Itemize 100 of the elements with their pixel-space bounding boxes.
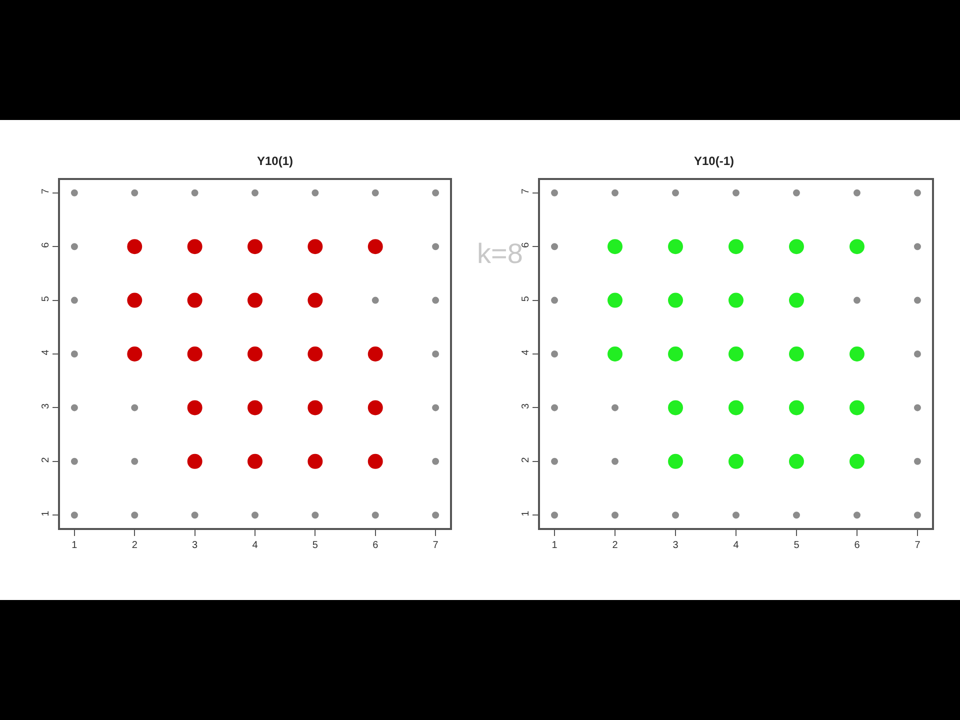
point — [612, 512, 619, 519]
x-tick-label: 6 — [372, 540, 379, 551]
point — [672, 512, 680, 519]
point — [70, 296, 78, 304]
point — [70, 243, 78, 250]
x-tick-label: 5 — [794, 540, 800, 551]
point — [612, 458, 619, 465]
y-tick-label: 2 — [520, 456, 532, 463]
x-tick-label: 3 — [192, 540, 198, 551]
point — [728, 346, 744, 362]
text: k=8 — [477, 238, 523, 269]
point — [792, 189, 800, 196]
y-tick-label: 5 — [40, 296, 52, 302]
point — [432, 458, 440, 465]
point — [668, 292, 684, 308]
point — [853, 512, 860, 519]
point — [608, 346, 623, 362]
chart-title: Y10(1) — [257, 154, 294, 168]
point — [187, 346, 202, 362]
point — [372, 512, 379, 519]
point — [70, 189, 78, 196]
point — [131, 458, 138, 465]
x-tick-label: 6 — [854, 540, 860, 551]
point — [368, 346, 383, 362]
point — [612, 189, 619, 196]
point — [914, 189, 921, 196]
x-tick-label: 4 — [252, 540, 258, 551]
point — [191, 512, 198, 519]
x-tick-label: 7 — [432, 540, 439, 551]
point — [914, 458, 921, 465]
point — [853, 296, 860, 304]
point — [551, 296, 558, 304]
point — [131, 404, 138, 412]
point — [372, 296, 379, 304]
x-tick-label: 5 — [312, 540, 318, 551]
point — [187, 454, 202, 469]
y-tick-label: 4 — [40, 349, 52, 356]
point — [668, 346, 684, 362]
point — [372, 189, 379, 196]
point — [788, 346, 804, 362]
point — [248, 346, 262, 362]
point — [312, 512, 319, 519]
point — [308, 239, 323, 254]
point — [191, 189, 198, 196]
point — [308, 454, 323, 469]
y-tick-label: 1 — [520, 510, 532, 516]
point — [672, 189, 680, 196]
point — [432, 350, 440, 358]
point — [252, 189, 258, 196]
point — [368, 454, 383, 469]
point — [608, 239, 623, 254]
point — [551, 189, 558, 196]
point — [432, 189, 440, 196]
point — [849, 454, 864, 469]
point — [308, 292, 323, 308]
point — [70, 350, 78, 358]
point — [551, 350, 558, 358]
point — [792, 512, 800, 519]
point — [668, 239, 684, 254]
point — [308, 346, 323, 362]
point — [551, 243, 558, 250]
point — [728, 292, 744, 308]
x-tick-label: 2 — [612, 540, 618, 551]
point — [70, 512, 78, 519]
point — [187, 292, 202, 308]
point — [914, 404, 921, 412]
point — [248, 454, 262, 469]
point — [668, 454, 684, 469]
point — [432, 296, 440, 304]
point — [551, 404, 558, 412]
point — [849, 400, 864, 416]
y-tick-label: 1 — [40, 510, 52, 516]
x-tick-label: 4 — [733, 540, 740, 551]
y-tick-label: 7 — [520, 188, 532, 194]
point — [127, 346, 142, 362]
y-tick-label: 5 — [520, 296, 532, 302]
point — [788, 239, 804, 254]
point — [248, 400, 262, 416]
x-tick-label: 7 — [914, 540, 921, 551]
point — [187, 239, 202, 254]
point — [127, 239, 142, 254]
point — [728, 400, 744, 416]
point — [788, 292, 804, 308]
point — [732, 512, 740, 519]
y-tick-label: 2 — [40, 456, 52, 463]
point — [608, 292, 623, 308]
y-tick-label: 3 — [40, 402, 52, 409]
y-tick-label: 6 — [520, 242, 532, 248]
point — [368, 400, 383, 416]
point — [248, 239, 262, 254]
point — [70, 404, 78, 412]
point — [131, 189, 138, 196]
y-tick-label: 7 — [40, 188, 52, 194]
point — [788, 454, 804, 469]
point — [432, 512, 440, 519]
point — [914, 243, 921, 250]
point — [849, 239, 864, 254]
point — [187, 400, 202, 416]
point — [914, 350, 921, 358]
point — [368, 239, 383, 254]
